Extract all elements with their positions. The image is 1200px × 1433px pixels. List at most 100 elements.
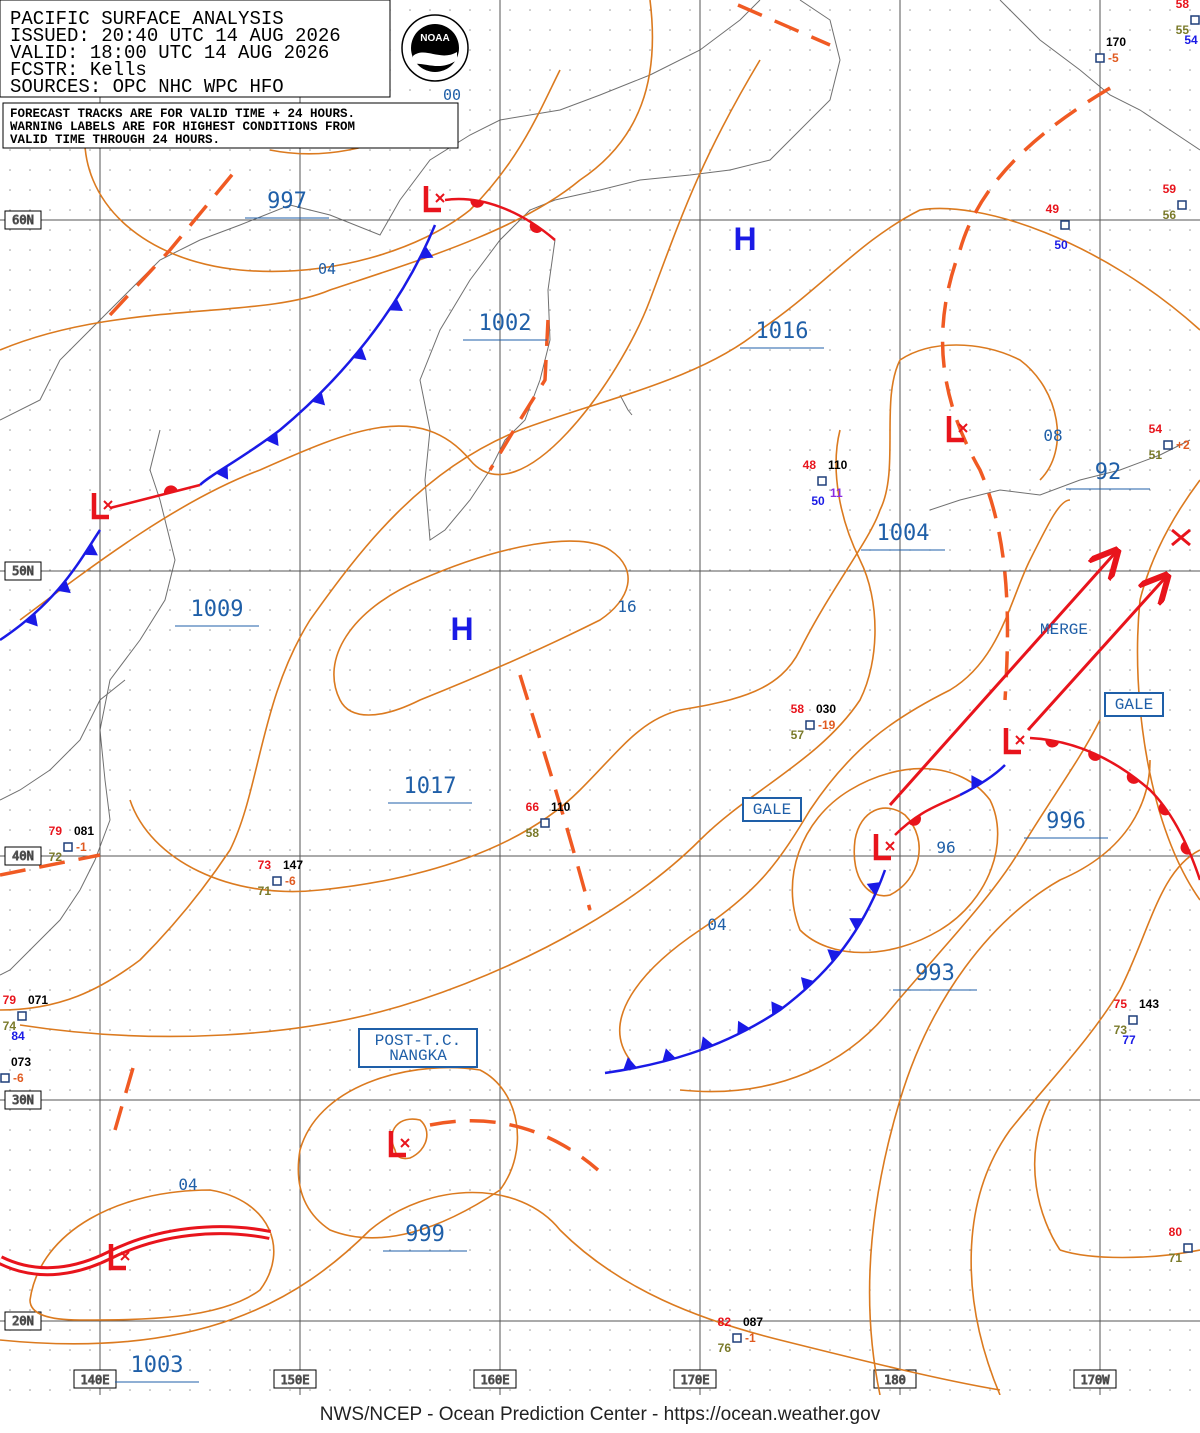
note-box xyxy=(2,102,459,149)
station-pres: 071 xyxy=(28,993,48,1007)
station-temp: 58 xyxy=(1176,0,1190,11)
station-marker xyxy=(17,1011,27,1021)
header-line: PACIFIC SURFACE ANALYSIS xyxy=(10,8,284,30)
station-temp: 82 xyxy=(718,1315,732,1329)
station-marker xyxy=(272,876,282,886)
isobar-label: 1002 xyxy=(479,311,532,336)
low-symbol xyxy=(1003,728,1021,755)
lat-label: 60N xyxy=(12,213,34,227)
front-barb xyxy=(827,949,841,963)
warning-label: GALE xyxy=(1115,696,1153,714)
front-bump xyxy=(470,199,485,208)
station-dew: 71 xyxy=(258,884,272,898)
logo-text: NOAA xyxy=(420,33,449,44)
station-tend: +2 xyxy=(1176,438,1190,452)
isobar-label: 1003 xyxy=(131,1353,184,1378)
lon-label: 150E xyxy=(281,1373,310,1387)
station-temp: 79 xyxy=(3,993,17,1007)
station-temp: 66 xyxy=(526,800,540,814)
low-x xyxy=(400,1138,410,1148)
station-vis: 11 xyxy=(830,486,843,500)
front-barb xyxy=(311,391,326,406)
lon-label-box xyxy=(73,1369,117,1389)
station-marker xyxy=(817,476,827,486)
front-barb xyxy=(971,775,984,789)
station-marker xyxy=(1183,1243,1193,1253)
station-temp: 75 xyxy=(1114,997,1128,1011)
isobar-label: 1017 xyxy=(404,774,457,799)
low-symbol xyxy=(946,416,964,443)
lat-label-box xyxy=(4,1311,42,1331)
station-pres: 073 xyxy=(11,1055,31,1069)
station-tend: -19 xyxy=(818,718,836,732)
station-marker xyxy=(1095,53,1105,63)
lat-label: 40N xyxy=(12,849,34,863)
low-symbol xyxy=(423,186,441,213)
isobar-label: 999 xyxy=(405,1222,445,1247)
front-barb xyxy=(771,1001,784,1016)
cold-front xyxy=(959,764,1006,797)
station-temp: 48 xyxy=(803,458,817,472)
station-dew: 73 xyxy=(1114,1023,1128,1037)
front-barb xyxy=(389,298,403,311)
station-tend: -5 xyxy=(1108,51,1119,65)
lat-label: 20N xyxy=(12,1314,34,1328)
graticule: 140E 150E 160E 170E 180 170W 60N 50N 40N 30N 20N xyxy=(0,0,1200,1395)
station-marker xyxy=(1163,440,1173,450)
note-line: VALID TIME THROUGH 24 HOURS. xyxy=(10,133,220,147)
station-wave: 54 xyxy=(1184,33,1198,47)
isobar-label: 993 xyxy=(915,961,955,986)
station-tend: -6 xyxy=(13,1071,24,1085)
front-bump xyxy=(1088,751,1102,761)
front-bump xyxy=(529,222,543,233)
header-line: SOURCES: OPC NHC WPC HFO xyxy=(10,76,284,98)
station-marker xyxy=(805,720,815,730)
station-pres: 081 xyxy=(74,824,94,838)
low-symbol xyxy=(108,1244,126,1271)
warning-box xyxy=(742,797,802,822)
lon-label-box xyxy=(273,1369,317,1389)
station-dew: 72 xyxy=(49,850,63,864)
high-center: H xyxy=(450,611,473,647)
station-wave: 84 xyxy=(11,1029,25,1043)
front-barb xyxy=(849,918,864,931)
front-barb xyxy=(265,432,279,446)
isobar-label: 00 xyxy=(443,86,461,104)
front-barb xyxy=(662,1048,676,1062)
station-dew: 71 xyxy=(1169,1251,1183,1265)
isobar-label: 04 xyxy=(707,915,726,934)
station-marker xyxy=(63,842,73,852)
station-tend: -1 xyxy=(745,1331,756,1345)
warning-label: GALE xyxy=(753,801,791,819)
note-line: WARNING LABELS ARE FOR HIGHEST CONDITION… xyxy=(10,120,355,134)
coastlines xyxy=(0,0,1200,976)
low-x xyxy=(103,500,113,510)
station-temp: 80 xyxy=(1169,1225,1183,1239)
warning-box xyxy=(1104,692,1164,717)
header-line: VALID: 18:00 UTC 14 AUG 2026 xyxy=(10,42,329,64)
station-pres: 143 xyxy=(1139,997,1159,1011)
front-bump xyxy=(1180,841,1191,855)
isobar-label: 92 xyxy=(1095,460,1122,485)
station-temp: 59 xyxy=(1163,182,1177,196)
isobar-label: 997 xyxy=(267,189,307,214)
lon-label-box xyxy=(1073,1369,1117,1389)
warm-front xyxy=(1029,736,1200,881)
low-x xyxy=(120,1251,130,1261)
front-barb xyxy=(419,246,434,259)
station-temp: 49 xyxy=(1046,202,1060,216)
lat-label: 50N xyxy=(12,564,34,578)
footer: NWS/NCEP - Ocean Prediction Center - htt… xyxy=(320,1404,881,1425)
lon-label: 180 xyxy=(884,1373,906,1387)
low-x xyxy=(885,841,895,851)
station-marker xyxy=(1060,220,1070,230)
isobar-label: 1004 xyxy=(877,521,930,546)
low-centers xyxy=(91,186,1025,1271)
low-x xyxy=(1015,735,1025,745)
low-x xyxy=(435,193,445,203)
lon-label: 160E xyxy=(481,1373,510,1387)
station-marker xyxy=(540,818,550,828)
warning-label: MERGE xyxy=(1040,621,1088,639)
warning-box xyxy=(358,1028,478,1068)
